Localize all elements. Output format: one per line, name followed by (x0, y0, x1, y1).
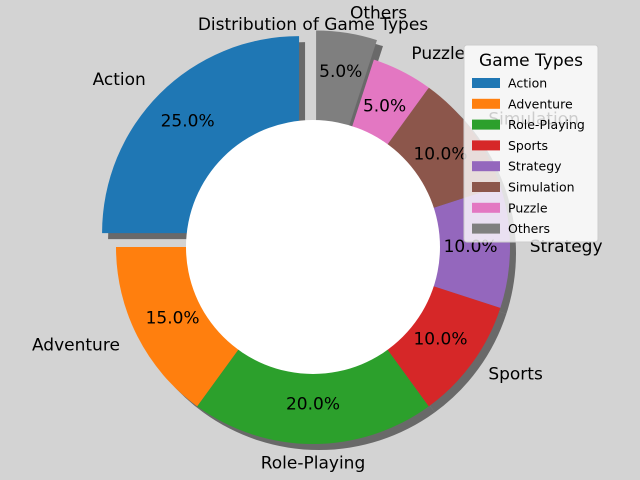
legend-swatch-simulation (472, 182, 500, 192)
percent-label-simulation: 10.0% (413, 144, 467, 164)
category-label-action: Action (93, 70, 146, 90)
percent-label-others: 5.0% (319, 62, 362, 82)
legend-label-simulation: Simulation (508, 180, 575, 195)
category-label-puzzle: Puzzle (411, 44, 465, 64)
percent-label-puzzle: 5.0% (363, 97, 406, 117)
legend-label-adventure: Adventure (508, 96, 573, 111)
category-label-role-playing: Role-Playing (261, 454, 366, 474)
donut-hole (186, 120, 440, 374)
legend-label-puzzle: Puzzle (508, 200, 548, 215)
percent-label-adventure: 15.0% (146, 309, 200, 329)
category-label-others: Others (350, 4, 407, 24)
legend-swatch-role-playing (472, 119, 500, 130)
category-label-sports: Sports (488, 364, 543, 384)
legend-label-sports: Sports (508, 138, 548, 153)
legend-swatch-sports (472, 140, 500, 151)
legend-frame (463, 44, 599, 243)
legend-swatch-others (472, 223, 500, 234)
legend-title: Game Types (479, 51, 583, 71)
legend-swatch-adventure (472, 98, 500, 109)
category-label-adventure: Adventure (32, 335, 120, 355)
legend-swatch-strategy (472, 161, 500, 172)
percent-label-role-playing: 20.0% (286, 395, 340, 415)
legend-label-role-playing: Role-Playing (508, 117, 585, 132)
percent-label-sports: 10.0% (413, 330, 467, 350)
percent-labels: 25.0%15.0%20.0%10.0%10.0%10.0%5.0%5.0% (146, 62, 498, 415)
category-labels: Action Adventure Role-Playing Sports Strateg… (32, 4, 603, 474)
legend-swatch-puzzle (472, 202, 500, 213)
legend-label-strategy: Strategy (508, 159, 562, 174)
chart-title: Distribution of Game Types (198, 15, 428, 35)
legend-swatch-action (472, 78, 500, 88)
legend: Game Types Action Adventure Role-Playing Sp… (463, 44, 599, 243)
percent-label-action: 25.0% (161, 112, 215, 132)
legend-items: Action Adventure Role-Playing Sports Strateg… (472, 76, 585, 236)
legend-label-others: Others (508, 221, 550, 236)
legend-label-action: Action (508, 76, 547, 91)
